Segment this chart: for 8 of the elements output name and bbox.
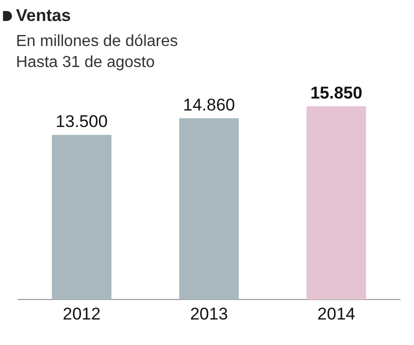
data-label: 14.860 bbox=[183, 95, 235, 114]
x-tick-label: 2014 bbox=[317, 304, 356, 324]
data-label: 13.500 bbox=[56, 112, 108, 132]
x-tick-label: 2012 bbox=[62, 304, 101, 324]
x-tick-label: 2013 bbox=[190, 304, 228, 324]
data-label: 15.850 bbox=[310, 83, 362, 102]
chart-subtitle: En millones de dólares Hasta 31 de agosto bbox=[16, 32, 178, 73]
chart-title: Ventas bbox=[16, 6, 71, 26]
